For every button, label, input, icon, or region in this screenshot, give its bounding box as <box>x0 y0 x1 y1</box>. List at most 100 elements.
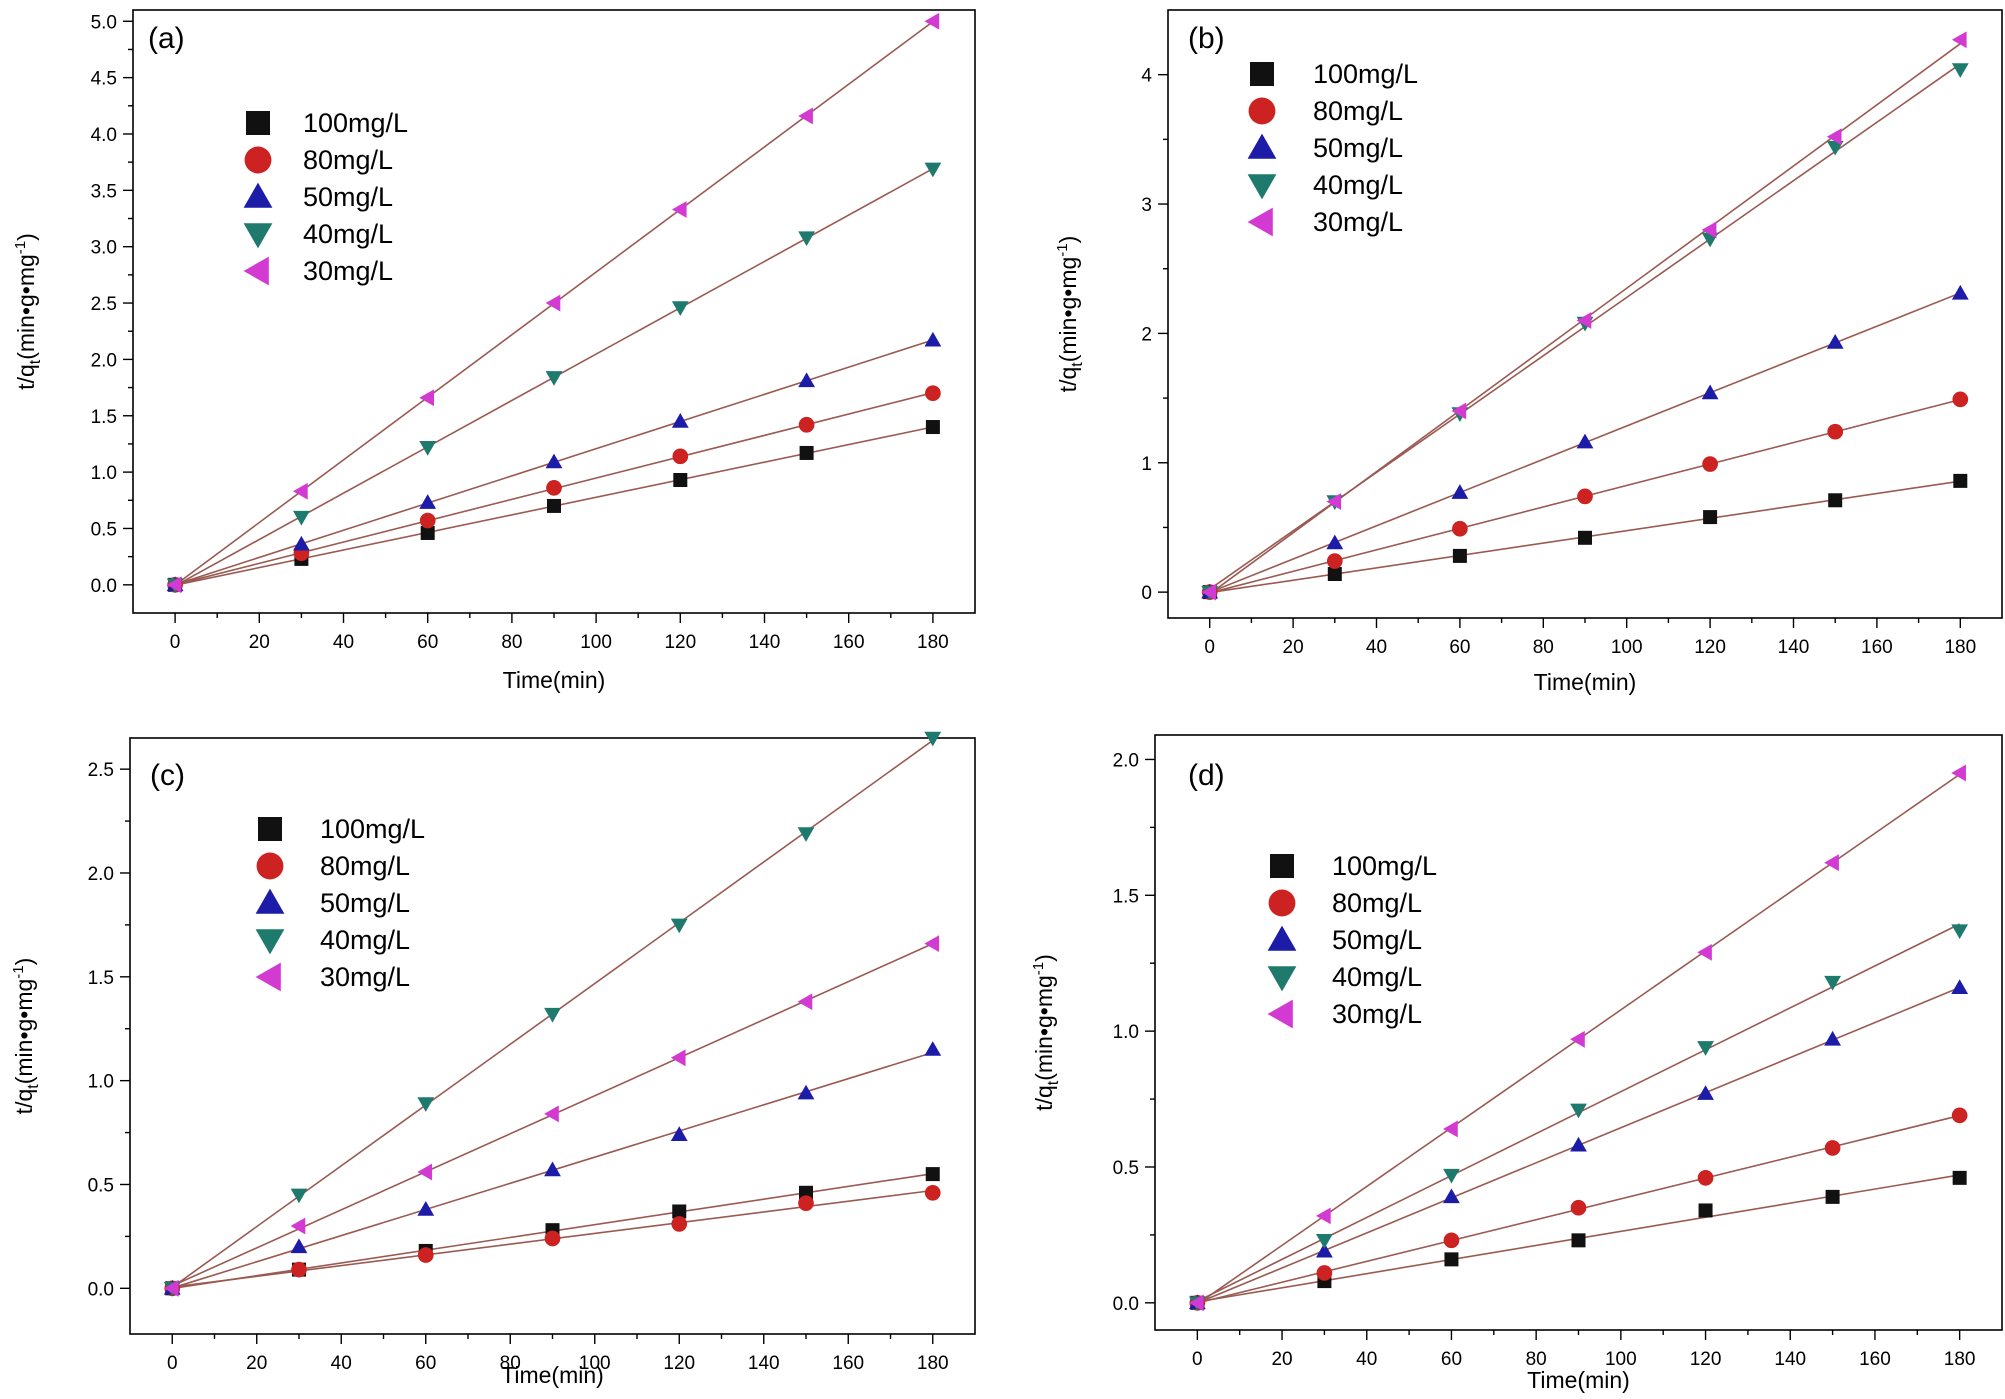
legend-marker <box>1267 966 1297 992</box>
legend-marker <box>244 146 272 174</box>
legend: 100mg/L 80mg/L 50mg/L 40mg/L 30mg/L <box>255 814 425 992</box>
chart-panel-1: 0 20 40 60 80 100 120 140 160 180 0.0 0.5 1.0 1.5 2.0 2… <box>12 9 976 693</box>
data-point <box>544 1161 561 1177</box>
y-axis-title-unit: (min•g•mg <box>13 254 39 360</box>
data-point <box>1952 391 1969 408</box>
legend-entry: 40mg/L <box>320 925 410 955</box>
data-point <box>924 1041 942 1056</box>
data-point <box>798 107 813 125</box>
x-tick-label: 60 <box>415 1353 436 1374</box>
legend-marker <box>255 929 285 955</box>
data-point <box>1201 583 1216 601</box>
y-tick-label: 0.5 <box>1113 1158 1139 1179</box>
legend-entry: 80mg/L <box>303 145 393 175</box>
data-point <box>545 371 563 386</box>
x-tick-label: 100 <box>1605 1349 1637 1370</box>
data-point <box>1570 1030 1585 1048</box>
x-tick-label: 80 <box>1533 637 1554 658</box>
data-point <box>1951 764 1966 782</box>
data-point <box>1443 1120 1458 1138</box>
data-point <box>290 1238 308 1254</box>
x-tick-label: 60 <box>1449 637 1470 658</box>
x-tick-label: 0 <box>167 1353 178 1374</box>
legend: 100mg/L 80mg/L 50mg/L 40mg/L 30mg/L <box>243 108 408 286</box>
y-tick-label: 3 <box>1141 195 1152 216</box>
y-axis-title-main: t/q <box>13 364 39 390</box>
panel-label: (d) <box>1188 759 1225 792</box>
data-point <box>291 1261 307 1278</box>
y-axis-title-sup: -1 <box>1030 962 1047 975</box>
y-axis-title-close: ) <box>1055 236 1081 244</box>
legend-entry: 40mg/L <box>1313 170 1403 200</box>
data-point <box>417 1247 434 1263</box>
legend-entry: 100mg/L <box>1313 59 1418 89</box>
x-tick-label: 60 <box>1441 1349 1462 1370</box>
y-tick-label: 2.0 <box>1113 750 1139 771</box>
legend-entry: 50mg/L <box>1313 133 1403 163</box>
data-point <box>293 482 308 500</box>
data-point <box>672 1204 687 1219</box>
data-point <box>1827 423 1844 440</box>
data-point <box>1698 1203 1713 1218</box>
y-tick-label: 1.5 <box>88 968 114 989</box>
data-point <box>419 494 437 509</box>
data-point <box>1577 488 1593 505</box>
legend-marker <box>246 111 270 135</box>
legend-entry: 30mg/L <box>320 962 410 992</box>
x-tick-label: 120 <box>1694 637 1726 658</box>
legend: 100mg/L 80mg/L 50mg/L 40mg/L 30mg/L <box>1247 59 1418 237</box>
data-point <box>420 525 435 540</box>
data-point <box>924 731 942 747</box>
legend-marker <box>258 817 282 841</box>
x-tick-label: 80 <box>1526 1349 1547 1370</box>
data-point <box>1570 1103 1587 1119</box>
data-point <box>924 331 942 347</box>
data-point <box>924 1184 941 1201</box>
y-tick-label: 5.0 <box>91 12 117 33</box>
data-point <box>1824 854 1839 872</box>
data-point <box>1953 473 1968 488</box>
legend-marker <box>1270 854 1294 878</box>
legend-entry: 80mg/L <box>1313 96 1403 126</box>
data-point <box>1316 1242 1333 1258</box>
data-point <box>924 162 942 178</box>
legend-marker <box>1247 174 1277 200</box>
data-point <box>1327 567 1342 582</box>
data-point <box>798 1195 814 1212</box>
x-tick-label: 0 <box>1192 1349 1203 1370</box>
y-tick-label: 0.0 <box>1113 1294 1139 1315</box>
data-point <box>1326 493 1342 510</box>
data-point <box>1316 1265 1333 1281</box>
data-point <box>797 827 815 842</box>
x-tick-label: 140 <box>1774 1349 1806 1370</box>
data-point <box>1571 1233 1586 1248</box>
data-point <box>417 1201 435 1216</box>
x-tick-label: 20 <box>1271 1349 1292 1370</box>
data-point <box>1452 548 1467 563</box>
data-point <box>293 510 310 526</box>
legend-marker <box>243 182 273 208</box>
data-point <box>419 389 434 407</box>
data-point <box>1701 384 1719 400</box>
data-point <box>1951 31 1967 49</box>
x-tick-label: 140 <box>748 1353 780 1374</box>
data-point <box>1443 1168 1460 1184</box>
legend-entry: 50mg/L <box>303 182 393 212</box>
legend-entry: 100mg/L <box>303 108 408 138</box>
panel-label: (c) <box>150 759 185 792</box>
data-point <box>1697 1085 1714 1100</box>
data-point <box>1702 456 1718 472</box>
data-point <box>798 372 815 388</box>
x-tick-label: 180 <box>1944 637 1976 658</box>
y-axis-title-main: t/q <box>11 1089 37 1115</box>
data-point <box>290 1188 308 1204</box>
y-tick-label: 0.5 <box>88 1175 114 1196</box>
legend-marker <box>1247 133 1277 159</box>
y-tick-label: 4.0 <box>91 125 117 146</box>
x-tick-label: 160 <box>1859 1349 1891 1370</box>
y-axis-title-close: ) <box>13 233 39 241</box>
data-point <box>1576 433 1594 449</box>
data-point <box>1703 510 1718 525</box>
data-point <box>797 993 813 1011</box>
